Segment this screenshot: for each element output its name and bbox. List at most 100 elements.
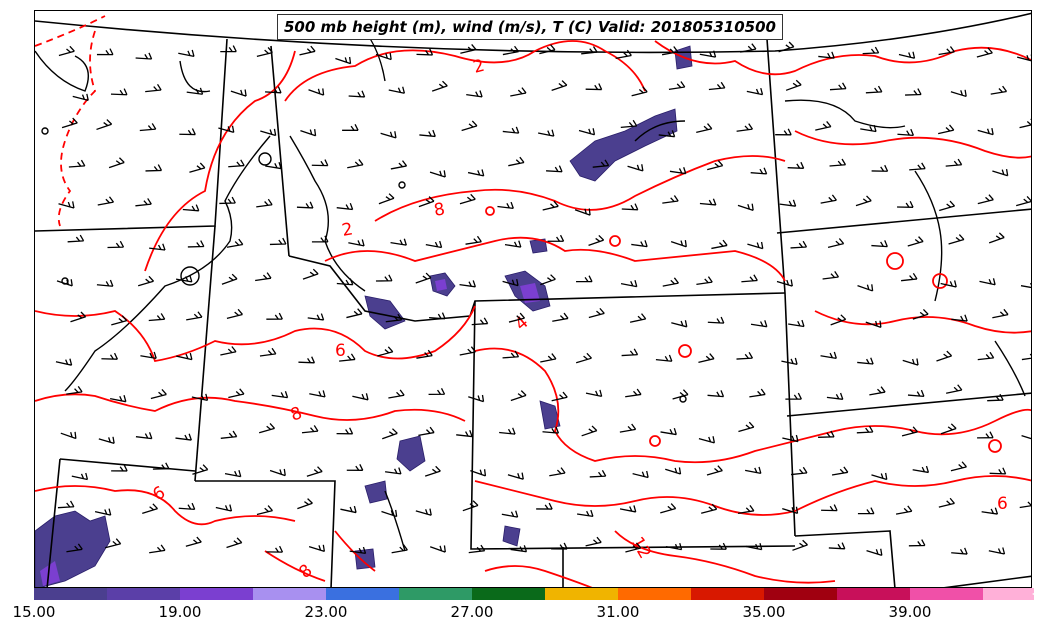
- wind-barb: [390, 238, 407, 246]
- colorbar-tick-label: 23.00: [304, 603, 348, 621]
- wind-barb: [175, 433, 192, 441]
- wind-barb: [308, 544, 326, 553]
- wind-barb: [459, 280, 476, 288]
- wind-barb: [508, 156, 525, 167]
- wind-barb: [542, 426, 560, 434]
- colorbar-tick-label: 39.00: [888, 603, 932, 621]
- wind-barb: [271, 391, 289, 399]
- wind-barb: [707, 160, 724, 171]
- wind-barb: [468, 544, 486, 554]
- wind-barb: [499, 427, 516, 435]
- wind-barb: [381, 509, 398, 518]
- wind-barb: [178, 49, 195, 58]
- wind-barb: [936, 350, 953, 362]
- colorbar-swatch: [691, 588, 764, 600]
- wind-barb: [740, 43, 757, 53]
- wind-barb: [256, 505, 273, 516]
- river: [634, 120, 686, 142]
- wind-barb: [951, 547, 968, 555]
- temp-contour: [374, 155, 786, 222]
- wind-barb: [230, 89, 247, 97]
- wind-barb: [224, 469, 242, 478]
- wind-barb: [782, 506, 799, 514]
- boundary-north-curve: [35, 12, 1031, 54]
- wind-barb: [747, 241, 764, 250]
- temp-contour-closed: [678, 344, 692, 358]
- wind-barb: [150, 389, 167, 400]
- wind-barb: [581, 46, 598, 55]
- wind-barb: [336, 427, 354, 435]
- wind-barb: [110, 395, 127, 403]
- wind-barb: [467, 169, 485, 177]
- wind-barb: [179, 128, 196, 136]
- wind-barb: [140, 351, 157, 359]
- wind-barb: [385, 313, 403, 323]
- wind-barb: [631, 86, 648, 97]
- wind-barb: [781, 357, 798, 366]
- wind-barb: [710, 542, 727, 550]
- wind-barb: [907, 236, 924, 247]
- wind-barb: [857, 284, 874, 292]
- wind-barb: [58, 201, 75, 209]
- wind-barb: [221, 273, 238, 285]
- river: [289, 135, 366, 292]
- wind-barb: [228, 388, 245, 399]
- wind-barb: [428, 387, 446, 396]
- boundary-line: [776, 208, 1031, 234]
- wind-barb: [419, 129, 436, 138]
- wind-barb: [460, 44, 477, 54]
- map-title: 500 mb height (m), wind (m/s), T (C) Val…: [277, 14, 783, 40]
- wind-barb: [939, 200, 956, 212]
- wind-barb: [459, 193, 476, 205]
- wind-barb: [502, 278, 519, 287]
- wind-barb: [66, 543, 83, 553]
- wind-barb: [311, 235, 329, 243]
- wind-barb: [627, 164, 644, 172]
- rivers: [35, 30, 1026, 552]
- wind-barb: [462, 500, 479, 512]
- wind-barb: [988, 547, 1006, 555]
- wind-barb: [175, 275, 193, 283]
- boundary-line: [270, 45, 290, 257]
- river: [35, 50, 89, 92]
- wind-barb: [592, 159, 610, 168]
- contour-label-6-central: 6: [335, 341, 346, 361]
- wind-barb: [60, 431, 77, 440]
- wind-barb: [907, 389, 925, 398]
- wind-barb: [309, 390, 326, 398]
- wind-barb: [750, 167, 768, 175]
- wind-barb: [218, 125, 235, 133]
- temp-contour-closed: [485, 206, 495, 216]
- wind-barb: [459, 346, 476, 356]
- wind-barb: [778, 41, 795, 53]
- wind-barb: [951, 314, 968, 322]
- wind-barb: [855, 195, 872, 207]
- wind-barb: [539, 44, 556, 55]
- wind-barb: [871, 472, 888, 481]
- wind-barb: [578, 128, 596, 136]
- wind-barb: [1016, 195, 1031, 207]
- wind-barb: [865, 85, 883, 94]
- wind-barb: [902, 358, 919, 366]
- wind-barb: [71, 472, 89, 481]
- wind-barb: [142, 503, 158, 515]
- colorbar-tick-label: 19.00: [158, 603, 202, 621]
- wind-barb: [187, 240, 205, 248]
- wind-barb: [501, 510, 519, 518]
- boundary-line: [46, 458, 61, 587]
- wind-barb: [540, 353, 557, 363]
- colorbar-swatch: [910, 588, 983, 600]
- wind-barb: [631, 240, 648, 248]
- wind-barb: [256, 198, 273, 208]
- wind-barb: [377, 346, 394, 357]
- wind-barb: [629, 313, 647, 323]
- wind-barb: [658, 130, 676, 138]
- wind-barb: [699, 198, 717, 206]
- wind-barb: [992, 168, 1009, 177]
- wind-barb: [378, 193, 395, 205]
- colorbar-swatch: [764, 588, 837, 600]
- wind-barb: [429, 170, 446, 178]
- wind-barb: [992, 308, 1009, 319]
- wind-barb: [97, 196, 115, 206]
- temp-contour: [284, 40, 646, 102]
